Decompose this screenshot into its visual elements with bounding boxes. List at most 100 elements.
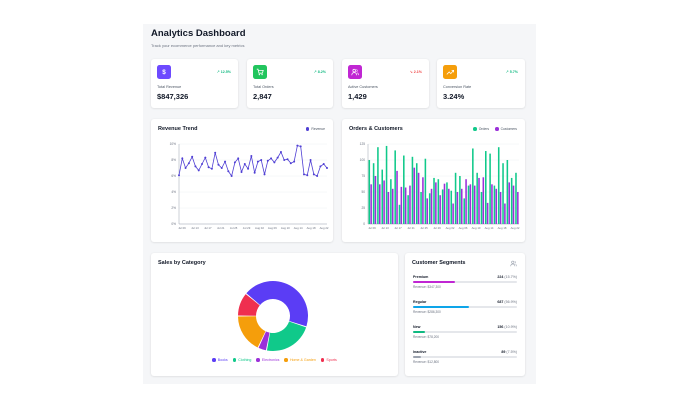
legend-item-books[interactable]: Books [212,358,228,362]
card-title: Orders & Customers [349,126,403,132]
y-tick-label: 75 [361,174,365,178]
donut-slice-clothing [266,321,307,351]
orders-bar [441,189,444,224]
segment-progress-bar [413,356,517,358]
x-tick-label: Aug 10 [281,226,290,230]
legend-item-sports[interactable]: Sports [320,358,337,362]
revenue-line [178,145,328,177]
segment-progress-fill [413,331,426,333]
x-tick-label: Aug 10 [472,226,481,230]
revenue-point [279,151,282,153]
segment-name: Regular [413,300,427,304]
revenue-point [326,167,328,169]
kpi-change-badge: ↗ 12.5% [216,70,231,74]
customers-bar [495,188,498,224]
users-icon [348,65,362,79]
orders-bar [428,193,431,224]
orders-bar [390,179,392,224]
legend-item-electronics[interactable]: Electronics [256,358,279,362]
revenue-point [207,166,210,169]
orders-bar [472,148,474,224]
revenue-point [263,173,266,176]
orders-bar [368,160,371,224]
legend-item-revenue[interactable]: Revenue [305,127,325,131]
revenue-point [296,144,299,147]
legend-item-home-garden[interactable]: Home & Garden [284,358,316,362]
customers-bar [391,188,394,224]
kpi-label: Total Orders [253,85,274,89]
segment-progress-bar [413,331,517,333]
customers-bar [499,192,502,224]
y-tick-label: 100 [360,158,366,162]
category-donut-chart [238,281,308,351]
x-tick-label: Jul 25 [230,226,238,230]
donut-slice-books [246,281,308,327]
svg-text:$: $ [162,69,166,76]
kpi-change-badge: ↗ 8.2% [313,70,326,74]
card-title: Revenue Trend [158,126,198,132]
customers-bar [456,192,459,224]
customers-bar [482,177,485,224]
customers-bar [422,177,424,224]
revenue-point [214,151,217,154]
customers-bar [370,184,372,224]
customers-bar [400,186,403,224]
orders-bar [506,160,509,224]
revenue-point [247,167,250,170]
orders-bar [407,195,409,224]
customers-bar [473,185,476,224]
donut-slice-sports [238,294,260,316]
kpi-change-badge: ↗ 5.7% [505,70,518,74]
x-tick-label: Jul 25 [420,226,428,230]
customers-bar [426,198,429,224]
x-tick-label: Aug 06 [459,226,468,230]
revenue-point [322,163,325,165]
x-tick-label: Aug 22 [320,226,329,230]
customers-bar [387,192,390,224]
revenue-point [210,167,213,170]
x-tick-label: Aug 22 [511,226,520,230]
kpi-card-total-orders: ↗ 8.2% Total Orders 2,847 [247,59,333,108]
segment-revenue: Revenue: $78,200 [413,335,440,339]
revenue-point [224,160,227,163]
y-tick-label: 50 [361,190,365,194]
revenue-point [299,145,302,148]
revenue-point [204,156,207,159]
y-tick-label: 0 [363,222,365,226]
x-tick-label: Jul 21 [407,226,415,230]
revenue-point [178,174,180,177]
revenue-point [260,159,263,161]
users-icon[interactable] [510,260,517,267]
kpi-label: Total Revenue [157,85,182,89]
revenue-point [230,175,233,177]
revenue-point [316,175,319,177]
customers-bar [452,203,454,224]
segment-progress-fill [413,281,455,283]
kpi-card-conversion-rate: ↗ 5.7% Conversion Rate 3.24% [437,59,525,108]
orders-bar [502,163,504,224]
kpi-value: 1,429 [348,92,367,101]
legend-item-clothing[interactable]: Clothing [232,358,251,362]
y-tick-label: 6% [171,174,176,178]
customers-bar [504,203,506,224]
segment-progress-bar [413,281,517,283]
x-tick-label: Aug 14 [294,226,303,230]
segment-count: 687 (56.9%) [497,300,517,304]
kpi-value: 3.24% [443,92,465,101]
revenue-point [184,167,187,169]
customers-bar [469,184,472,224]
revenue-line-chart: 0% 2% 4% 6% 8% 10% Jul 09 Jul 13 Jul 17 Jul 21 Jul… [170,142,329,230]
legend-item-customers[interactable]: Customers [495,127,517,131]
legend-item-orders[interactable]: Orders [473,127,489,131]
revenue-point [217,163,220,166]
orders-bar [510,177,513,224]
orders-bar [467,185,470,224]
customers-bar [417,172,420,224]
customers-bar [512,185,515,224]
x-tick-label: Jul 09 [368,226,376,230]
orders-bar [446,182,448,224]
revenue-point [273,161,276,164]
segment-revenue: Revenue: $12,800 [413,360,440,364]
customers-bar [404,187,407,224]
revenue-point [194,165,197,168]
